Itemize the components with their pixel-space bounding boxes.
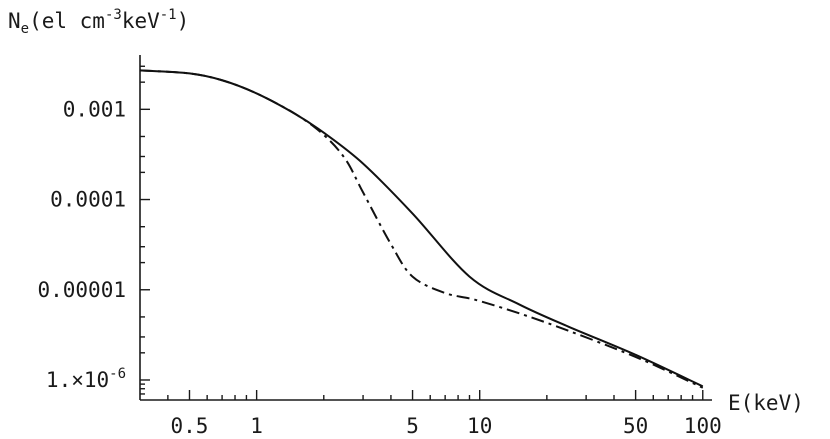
series-line-solid [139,69,704,388]
x-axis-title: E(keV) [728,391,804,415]
y-tick-label: 1.×10-6 [46,366,126,392]
y-axis-title-symbol: N [8,9,21,33]
x-tick-label: 50 [623,414,648,438]
y-axis-title-open: (el cm [29,9,105,33]
y-axis-title-exponent-1: -3 [105,7,122,23]
x-tick-label: 100 [684,414,722,438]
x-tick-label: 5 [406,414,419,438]
ticks-layer [140,65,704,400]
x-tick-label: 0.5 [171,414,209,438]
y-axis-title-subscript: e [21,21,29,37]
y-axis-title-mid: keV [122,9,160,33]
y-tick-label-base: 1.×10 [46,368,109,392]
series-layer [139,69,704,389]
x-tick-label: 1 [250,414,263,438]
y-tick-label: 0.001 [63,97,126,121]
y-tick-label: 0.0001 [50,188,126,212]
tick-labels-layer: 0.5 1 5 10 50 100 0.001 0.0001 0.00001 1.×10-6 [37,97,721,438]
y-axis-title-close: ) [177,9,190,33]
y-tick-label-exponent: -6 [109,366,126,382]
y-axis-title: Ne(el cm-3keV-1) [8,7,189,37]
y-tick-label: 0.00001 [37,278,126,302]
svg-text:Ne(el cm-3keV-1): Ne(el cm-3keV-1) [8,7,189,37]
y-axis-title-exponent-2: -1 [160,7,177,23]
series-line-dash-dot [139,69,704,389]
x-tick-label: 10 [467,414,492,438]
